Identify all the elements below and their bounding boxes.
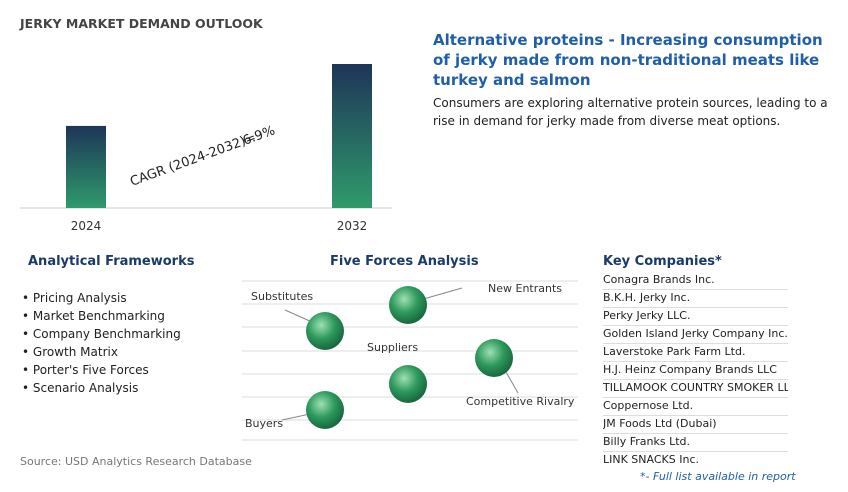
five-forces-title: Five Forces Analysis [330,254,479,269]
framework-item: • Porter's Five Forces [22,363,149,377]
force-label: Suppliers [367,341,418,354]
company-item: Coppernose Ltd. [603,398,788,416]
cagr-annotation: CAGR (2024-2032)=6.9% [128,123,277,189]
cagr-label: CAGR (2024-2032)= [128,130,258,190]
force-label: Substitutes [251,290,313,303]
company-item: H.J. Heinz Company Brands LLC [603,362,788,380]
company-item: TILLAMOOK COUNTRY SMOKER LLC. [603,380,788,398]
connector [419,287,463,301]
company-item: JM Foods Ltd (Dubai) [603,416,788,434]
highlight-title: Alternative proteins - Increasing consum… [433,31,823,89]
force-label: Competitive Rivalry [466,395,575,408]
companies-title: Key Companies* [603,254,722,269]
company-item: Perky Jerky LLC. [603,308,788,326]
framework-item: • Scenario Analysis [22,381,139,395]
companies-list: Conagra Brands Inc. B.K.H. Jerky Inc. Perk… [603,272,788,468]
force-ball [306,391,344,429]
company-item: Billy Franks Ltd. [603,434,788,452]
bar [66,125,106,208]
company-item: Golden Island Jerky Company Inc. [603,326,788,344]
connector [281,413,311,421]
chart-title: JERKY MARKET DEMAND OUTLOOK [20,16,263,31]
company-item: B.K.H. Jerky Inc. [603,290,788,308]
highlight-text: Consumers are exploring alternative prot… [433,96,828,128]
company-item: Conagra Brands Inc. [603,272,788,290]
force-label: New Entrants [488,282,562,295]
force-ball [389,286,427,324]
five-forces: Substitutes New Entrants Suppliers Competit… [242,280,578,441]
framework-item: • Company Benchmarking [22,327,181,341]
framework-item: • Pricing Analysis [22,291,127,305]
company-item: Laverstoke Park Farm Ltd. [603,344,788,362]
source: Source: USD Analytics Research Database [20,455,252,468]
force-ball [306,312,344,350]
connector [284,309,313,323]
note: *- Full list available in report [640,470,796,483]
force-ball [475,339,513,377]
connector [505,371,519,394]
framework-item: • Market Benchmarking [22,309,165,323]
cagr-value: 6.9% [241,123,277,148]
x-tick-label: 2024 [71,219,102,233]
frameworks-title: Analytical Frameworks [28,254,195,269]
force-ball [389,365,427,403]
company-item: LINK SNACKS Inc. [603,452,788,468]
bar [332,64,372,208]
frameworks-list: • Pricing Analysis • Market Benchmarking •… [22,289,181,397]
framework-item: • Growth Matrix [22,345,118,359]
x-tick-label: 2032 [337,219,368,233]
force-label: Buyers [245,417,283,430]
